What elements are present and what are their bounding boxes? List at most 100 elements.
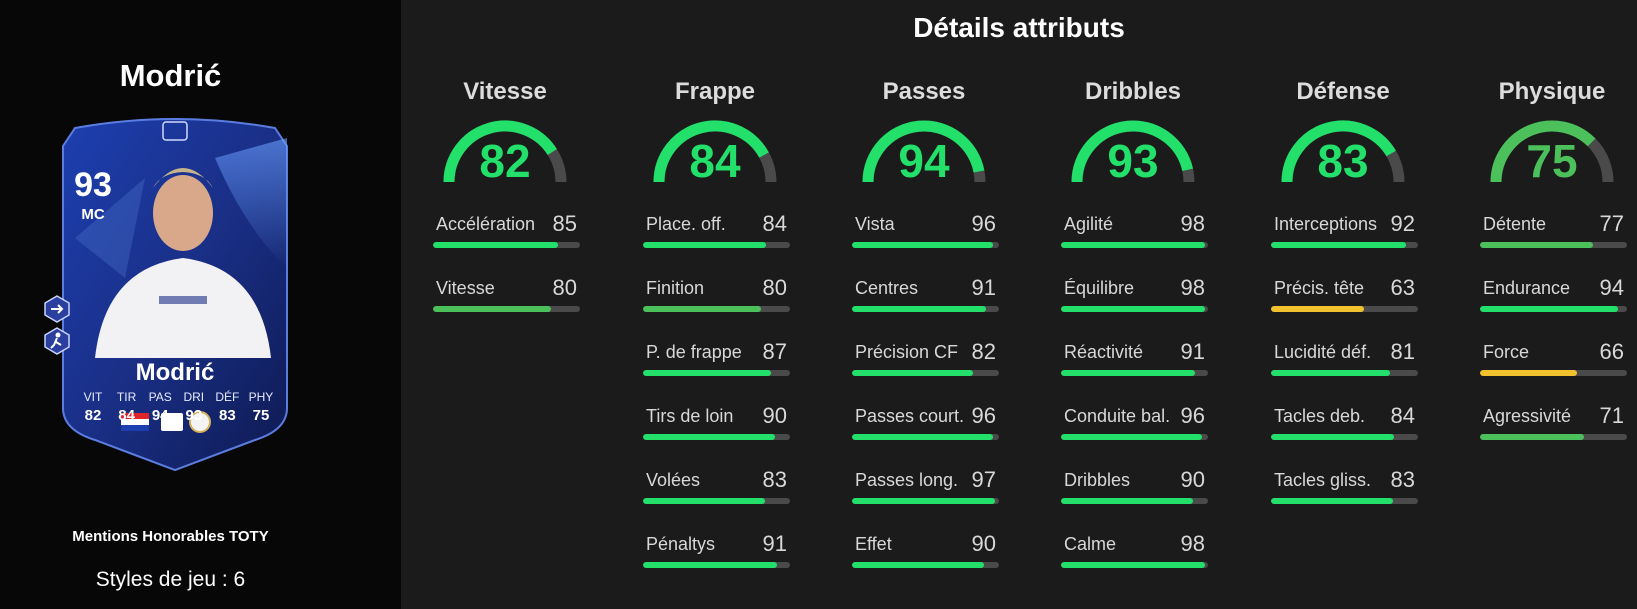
attribute-row[interactable]: Agressivité 71 (1480, 403, 1627, 456)
attribute-bar-fill (643, 498, 765, 504)
attribute-bar (1061, 498, 1208, 504)
gauge-fill (1281, 120, 1396, 183)
attribute-row[interactable]: Précision CF 82 (852, 339, 999, 392)
attribute-label: Tacles deb. (1274, 406, 1366, 426)
card-stat-label: DRI (183, 390, 205, 404)
card-stat-dri: DRI 93 (178, 390, 210, 424)
attribute-row[interactable]: Précis. tête 63 (1271, 275, 1418, 328)
playstyles-count[interactable]: Styles de jeu : 6 (0, 568, 341, 592)
gauge-fill (653, 120, 769, 183)
playstyle-player-icon[interactable] (42, 326, 72, 356)
attribute-bar-fill (1480, 370, 1578, 376)
attribute-bar (433, 306, 580, 312)
player-name-title: Modrić (119, 58, 222, 93)
attribute-bar-fill (1061, 498, 1194, 504)
attribute-bar (643, 370, 790, 376)
attribute-row[interactable]: Équilibre 98 (1061, 275, 1208, 328)
card-stat-value: 82 (84, 407, 102, 424)
attribute-label: Dribbles (1064, 470, 1131, 490)
attribute-row[interactable]: Effet 90 (852, 531, 999, 584)
category-gauge: 83 (1268, 112, 1418, 187)
attribute-label: Lucidité déf. (1274, 342, 1372, 362)
category-name: Vitesse (463, 78, 547, 105)
attribute-bar (1480, 242, 1627, 248)
gauge-fill (1490, 120, 1596, 183)
attribute-row[interactable]: Passes long. 97 (852, 467, 999, 520)
attribute-column: Frappe 84 Place. off. 84 Finition 80 P. de fra… (640, 78, 790, 568)
attribute-label: Détente (1483, 214, 1547, 234)
category-value: 84 (689, 135, 741, 187)
card-stat-pas: PAS 94 (144, 390, 176, 424)
attribute-row[interactable]: Conduite bal. 96 (1061, 403, 1208, 456)
attribute-row[interactable]: Tacles deb. 84 (1271, 403, 1418, 456)
player-card[interactable]: 93 MC Modrić VIT 82 TIR 84 PAS 94 DRI 93 DÉF… (55, 118, 295, 473)
attribute-bar-fill (643, 434, 776, 440)
attribute-row[interactable]: P. de frappe 87 (643, 339, 790, 392)
attribute-label: Force (1483, 342, 1530, 362)
attribute-column: Dribbles 93 Agilité 98 Équilibre 98 Réactivité… (1058, 78, 1208, 568)
attribute-label: Précision CF (855, 342, 959, 362)
card-stat-tir: TIR 84 (111, 390, 143, 424)
attribute-bar (852, 242, 999, 248)
playstyles-number: 6 (233, 568, 246, 591)
category-name: Physique (1498, 78, 1606, 105)
attribute-bar (852, 498, 999, 504)
attribute-value: 91 (1180, 339, 1205, 364)
attribute-value: 98 (1180, 211, 1205, 236)
attribute-value: 81 (1390, 339, 1415, 364)
category-gauge: 93 (1058, 112, 1208, 187)
category-gauge: 94 (849, 112, 999, 187)
attribute-bar (852, 562, 999, 568)
playstyle-arrow-icon[interactable] (42, 294, 72, 324)
attribute-bar (852, 370, 999, 376)
attribute-bar (1271, 370, 1418, 376)
attribute-label: Agilité (1064, 214, 1114, 234)
attribute-row[interactable]: Force 66 (1480, 339, 1627, 392)
attribute-row[interactable]: Pénaltys 91 (643, 531, 790, 584)
attribute-row[interactable]: Interceptions 92 (1271, 211, 1418, 264)
attribute-row[interactable]: Centres 91 (852, 275, 999, 328)
attribute-row[interactable]: Tirs de loin 90 (643, 403, 790, 456)
attribute-value: 66 (1599, 339, 1624, 364)
attribute-row[interactable]: Vista 96 (852, 211, 999, 264)
attribute-row[interactable]: Agilité 98 (1061, 211, 1208, 264)
attribute-value: 96 (1180, 403, 1205, 428)
card-stat-label: TIR (116, 390, 137, 404)
attribute-bar-fill (433, 306, 551, 312)
attribute-row[interactable]: Finition 80 (643, 275, 790, 328)
attribute-row[interactable]: Vitesse 80 (433, 275, 580, 328)
attribute-row[interactable]: Lucidité déf. 81 (1271, 339, 1418, 392)
attribute-row[interactable]: Réactivité 91 (1061, 339, 1208, 392)
attribute-bar-fill (1480, 306, 1619, 312)
attribute-bar (1271, 306, 1418, 312)
card-stat-vit: VIT 82 (77, 390, 109, 424)
attribute-row[interactable]: Dribbles 90 (1061, 467, 1208, 520)
attribute-label: Endurance (1483, 278, 1571, 298)
attribute-value: 90 (1180, 467, 1205, 492)
attribute-label: Centres (855, 278, 919, 298)
attribute-row[interactable]: Place. off. 84 (643, 211, 790, 264)
attribute-bar (1061, 370, 1208, 376)
attribute-row[interactable]: Volées 83 (643, 467, 790, 520)
attribute-value: 96 (971, 211, 996, 236)
category-gauge: 84 (640, 112, 790, 187)
attribute-row[interactable]: Calme 98 (1061, 531, 1208, 584)
attribute-value: 83 (762, 467, 787, 492)
attribute-row[interactable]: Passes court. 96 (852, 403, 999, 456)
attribute-bar (852, 306, 999, 312)
attribute-row[interactable]: Tacles gliss. 83 (1271, 467, 1418, 520)
attribute-row[interactable]: Accélération 85 (433, 211, 580, 264)
category-value: 93 (1107, 135, 1159, 187)
attribute-value: 92 (1390, 211, 1415, 236)
category-gauge: 82 (430, 112, 580, 187)
attribute-row[interactable]: Détente 77 (1480, 211, 1627, 264)
attribute-bar (643, 562, 790, 568)
attribute-row[interactable]: Endurance 94 (1480, 275, 1627, 328)
attribute-bar (433, 242, 580, 248)
attribute-label: Réactivité (1064, 342, 1144, 362)
attribute-value: 96 (971, 403, 996, 428)
attribute-value: 83 (1390, 467, 1415, 492)
card-stat-label: PHY (248, 390, 274, 404)
attribute-label: Tacles gliss. (1274, 470, 1372, 490)
attribute-label: Passes court. (855, 406, 965, 426)
